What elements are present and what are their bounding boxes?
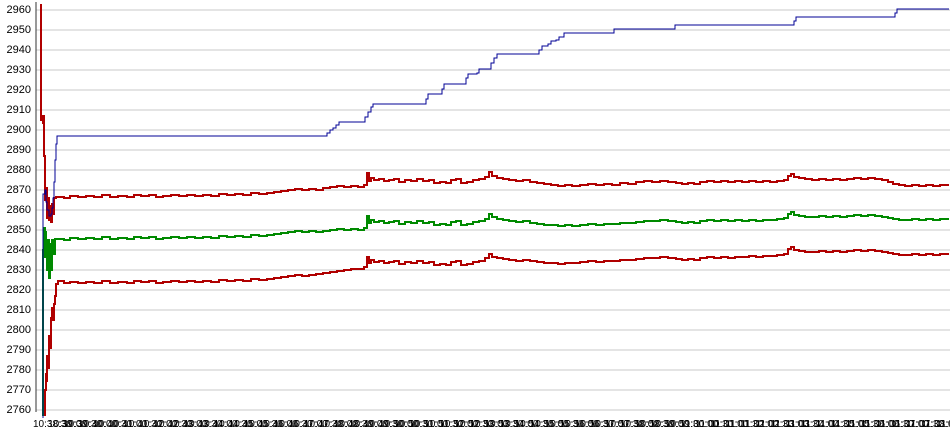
x-axis-label: 10:54:30 (514, 419, 554, 430)
y-axis-label: 2850 (6, 224, 31, 236)
x-axis-label: 10:40:00 (78, 419, 118, 430)
series-lower-red-line (44, 246, 949, 416)
y-axis-label: 2880 (6, 164, 31, 176)
x-axis-label: 10:54:00 (499, 419, 539, 430)
x-axis-label: 10:58:00 (619, 419, 659, 430)
x-axis-label: 10:44:00 (198, 419, 238, 430)
y-axis-label: 2950 (6, 24, 31, 36)
x-axis-label: 10:57:00 (589, 419, 629, 430)
y-axis-label: 2930 (6, 64, 31, 76)
x-axis-label: 10:53:00 (469, 419, 509, 430)
x-axis-label: 10:50:00 (379, 419, 419, 430)
x-axis-label: 10:46:30 (273, 419, 313, 430)
x-axis-label: 11:00:00 (680, 419, 719, 430)
y-axis-label: 2820 (6, 284, 31, 296)
x-axis-label: 10:40:30 (93, 419, 133, 430)
x-axis-label: 11:01:30 (725, 419, 764, 430)
y-axis-label: 2770 (6, 384, 31, 396)
x-axis-label: 11:07:30 (905, 419, 945, 430)
x-axis-label: 10:47:30 (303, 419, 343, 430)
series-upper-red-line (40, 4, 949, 223)
x-axis-label: 10:55:00 (529, 419, 569, 430)
x-axis-label: 11:00:30 (695, 419, 734, 430)
y-axis-label: 2760 (6, 404, 31, 416)
x-axis-label: 10:49:00 (349, 419, 388, 430)
x-axis-label: 11:04:30 (815, 419, 854, 430)
x-axis-label: 10:53:30 (484, 419, 524, 430)
x-axis-label: 10:50:30 (394, 419, 434, 430)
x-axis-label: 11:02:30 (755, 419, 794, 430)
x-axis-label: 10:58:30 (635, 419, 674, 430)
y-axis-label: 2900 (6, 124, 31, 136)
y-axis-label: 2890 (6, 144, 31, 156)
x-axis-label: 10:55:30 (544, 419, 584, 430)
x-axis-label: 10:41:00 (108, 419, 148, 430)
y-axis-label: 2800 (6, 324, 31, 336)
x-axis-label: 10:57:30 (604, 419, 644, 430)
x-axis-label: 11:05:30 (845, 419, 884, 430)
x-axis-label: 11:08:00 (920, 419, 950, 430)
y-axis-label: 2840 (6, 244, 31, 256)
x-axis-label: 10:52:00 (439, 419, 479, 430)
x-axis-label: 10:56:00 (559, 419, 599, 430)
x-axis-label: 11:03:00 (770, 419, 809, 430)
x-axis-label: 10:45:30 (243, 419, 283, 430)
x-axis-label: 10:39:30 (63, 419, 103, 430)
y-axis-label: 2810 (6, 304, 31, 316)
x-axis-label: 10:48:30 (334, 419, 373, 430)
x-axis-label: 10:43:30 (183, 419, 223, 430)
x-axis-label: 10:47:00 (288, 419, 328, 430)
x-axis-label: 10:49:30 (364, 419, 404, 430)
x-axis-label: 10:43:00 (168, 419, 208, 430)
series-middle-green-line (42, 211, 949, 416)
y-axis-label: 2940 (6, 44, 31, 56)
x-axis-label: 10:52:30 (454, 419, 494, 430)
x-axis-label: 11:08:30 (936, 419, 950, 430)
y-axis-label: 2780 (6, 364, 31, 376)
x-axis-labels: 10:38:30 10:39:00 10:39:30 10:40:00 10:40:30… (0, 418, 950, 434)
x-axis-label: 11:05:00 (830, 419, 869, 430)
y-axis-label: 2920 (6, 84, 31, 96)
x-axis-label: 10:38:30 (33, 419, 72, 430)
y-axis-label: 2960 (6, 4, 31, 16)
x-axis-label: 11:01:00 (710, 419, 749, 430)
y-axis-label: 2860 (6, 204, 31, 216)
y-axis-label: 2790 (6, 344, 31, 356)
y-axis-label: 2830 (6, 264, 31, 276)
x-axis-label: 11:03:30 (785, 419, 824, 430)
x-axis-label: 11:06:00 (860, 419, 899, 430)
x-axis-label: 11:02:00 (740, 419, 779, 430)
x-axis-label: 10:48:00 (318, 419, 358, 430)
x-axis-label: 10:41:30 (123, 419, 163, 430)
y-axis-label: 2910 (6, 104, 31, 116)
x-axis-label: 10:56:30 (574, 419, 614, 430)
x-axis-label: 10:59:30 (665, 419, 705, 430)
x-axis-label: 10:46:00 (258, 419, 298, 430)
x-axis-label: 11:07:00 (890, 419, 930, 430)
x-axis-label: 10:44:30 (213, 419, 253, 430)
x-axis-label: 10:39:00 (48, 419, 87, 430)
x-axis-label: 11:06:30 (875, 419, 914, 430)
x-axis-label: 10:51:30 (424, 419, 464, 430)
x-axis-label: 10:51:00 (409, 419, 449, 430)
series-blue-step-line (42, 8, 949, 418)
x-axis-label: 10:42:30 (153, 419, 193, 430)
x-axis-label: 10:42:00 (138, 419, 178, 430)
x-axis-label: 10:45:00 (228, 419, 268, 430)
y-axis-label: 2870 (6, 184, 31, 196)
x-axis-label: 10:59:00 (650, 419, 689, 430)
x-axis-label: 11:04:00 (800, 419, 839, 430)
